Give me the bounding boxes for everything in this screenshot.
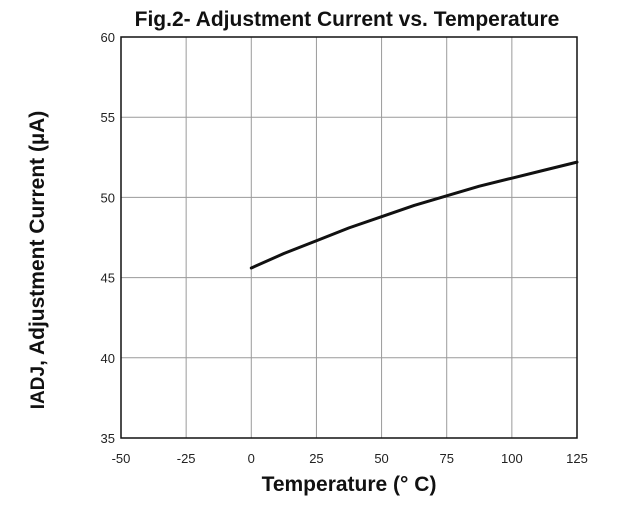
x-tick-label: -50 <box>112 451 131 466</box>
x-tick-label: 125 <box>566 451 588 466</box>
y-tick-label: 60 <box>101 30 115 45</box>
y-axis-title-prefix: IADJ <box>28 366 49 409</box>
x-tick-label: 0 <box>248 451 255 466</box>
series-line-0 <box>249 160 579 270</box>
x-axis-title: Temperature (° C) <box>262 473 437 496</box>
x-tick-label: -25 <box>177 451 196 466</box>
series-layer <box>249 160 579 270</box>
x-tick-labels: -50 -25 0 25 50 75 100 125 <box>112 451 588 466</box>
grid <box>121 37 577 438</box>
x-tick-label: 50 <box>374 451 388 466</box>
y-tick-label: 40 <box>101 351 115 366</box>
x-tick-label: 75 <box>439 451 453 466</box>
plot-frame <box>120 36 578 439</box>
y-tick-label: 55 <box>101 110 115 125</box>
y-tick-label: 35 <box>101 431 115 446</box>
y-tick-labels: 35 40 45 50 55 60 <box>101 30 115 446</box>
x-tick-label: 100 <box>501 451 523 466</box>
x-tick-label: 25 <box>309 451 323 466</box>
y-axis-title-rest: , Adjustment Current (µA) <box>26 111 49 366</box>
y-tick-label: 45 <box>101 271 115 286</box>
y-axis-title: IADJ, Adjustment Current (µA) <box>26 111 49 409</box>
y-tick-label: 50 <box>101 190 115 205</box>
chart-title: Fig.2- Adjustment Current vs. Temperatur… <box>135 8 560 31</box>
